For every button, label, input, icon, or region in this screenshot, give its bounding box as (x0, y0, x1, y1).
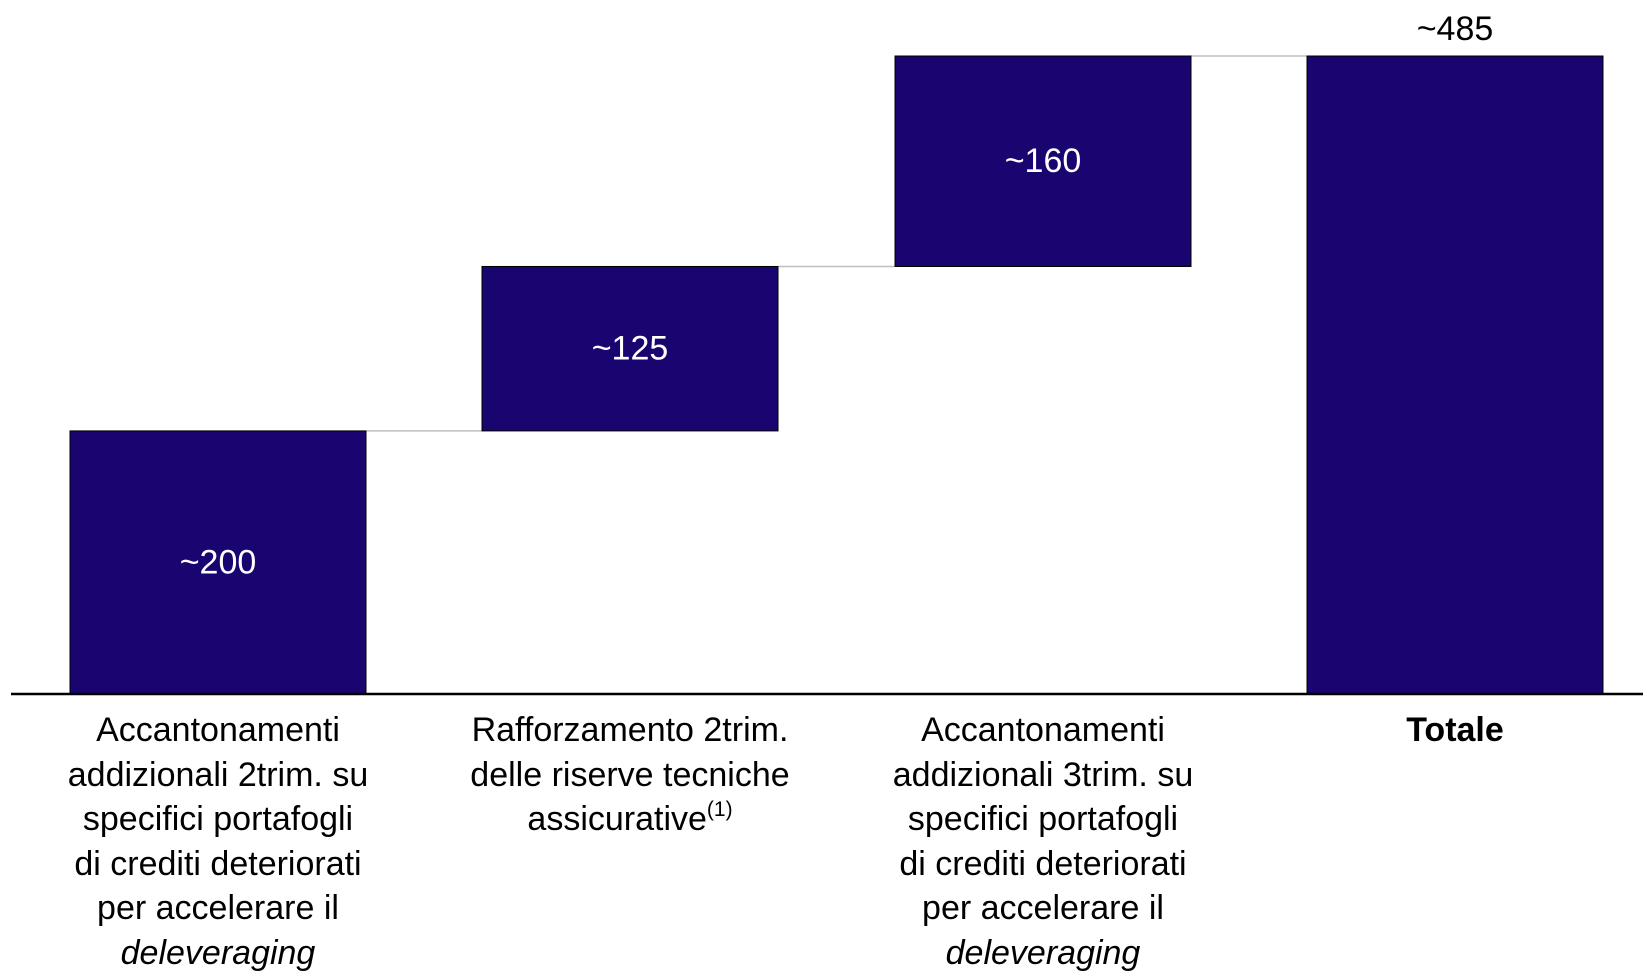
category-label-text: per accelerare il (97, 889, 339, 927)
category-label-line: di crediti deteriorati (18, 842, 418, 887)
category-label-text: addizionali 2trim. su (68, 756, 368, 794)
data-label-4: ~485 (1417, 10, 1494, 48)
data-label-3: ~160 (1005, 142, 1082, 180)
category-label-text: addizionali 3trim. su (893, 756, 1193, 794)
category-label-1: Accantonamenti addizionali 2trim. su speci… (18, 708, 418, 975)
category-label-line: Rafforzamento 2trim. (430, 708, 830, 753)
category-label-3: Accantonamenti addizionali 3trim. su speci… (843, 708, 1243, 975)
category-label-line: per accelerare il (843, 886, 1243, 931)
data-label-1: ~200 (180, 543, 257, 581)
category-label-line: assicurative(1) (430, 797, 830, 842)
category-label-line: delle riserve tecniche (430, 753, 830, 798)
category-label-line: deleveraging (843, 931, 1243, 975)
category-label-text: specifici portafogli (83, 800, 353, 838)
category-label-line: di crediti deteriorati (843, 842, 1243, 887)
category-label-text: di crediti deteriorati (899, 845, 1186, 883)
category-label-text: Totale (1406, 711, 1504, 749)
category-label-text: deleveraging (121, 934, 316, 972)
category-label-4: Totale (1255, 708, 1643, 753)
category-label-text: Accantonamenti (96, 711, 340, 749)
category-label-line: Accantonamenti (18, 708, 418, 753)
bar-4 (1307, 56, 1603, 694)
category-label-text: Rafforzamento 2trim. (472, 711, 789, 749)
category-label-2: Rafforzamento 2trim. delle riserve tecnic… (430, 708, 830, 842)
data-label-2: ~125 (592, 330, 669, 368)
category-label-text: Accantonamenti (921, 711, 1165, 749)
category-label-text: per accelerare il (922, 889, 1164, 927)
category-label-line: per accelerare il (18, 886, 418, 931)
category-label-text: deleveraging (946, 934, 1141, 972)
category-label-line: Accantonamenti (843, 708, 1243, 753)
category-label-line: Totale (1255, 708, 1643, 753)
category-label-text: di crediti deteriorati (74, 845, 361, 883)
category-label-line: specifici portafogli (843, 797, 1243, 842)
category-label-text: delle riserve tecniche (470, 756, 789, 794)
category-label-line: addizionali 3trim. su (843, 753, 1243, 798)
category-label-line: addizionali 2trim. su (18, 753, 418, 798)
footnote-marker: (1) (707, 798, 733, 821)
category-label-text: specifici portafogli (908, 800, 1178, 838)
category-label-text: assicurative (527, 800, 707, 838)
category-label-line: specifici portafogli (18, 797, 418, 842)
category-label-line: deleveraging (18, 931, 418, 975)
